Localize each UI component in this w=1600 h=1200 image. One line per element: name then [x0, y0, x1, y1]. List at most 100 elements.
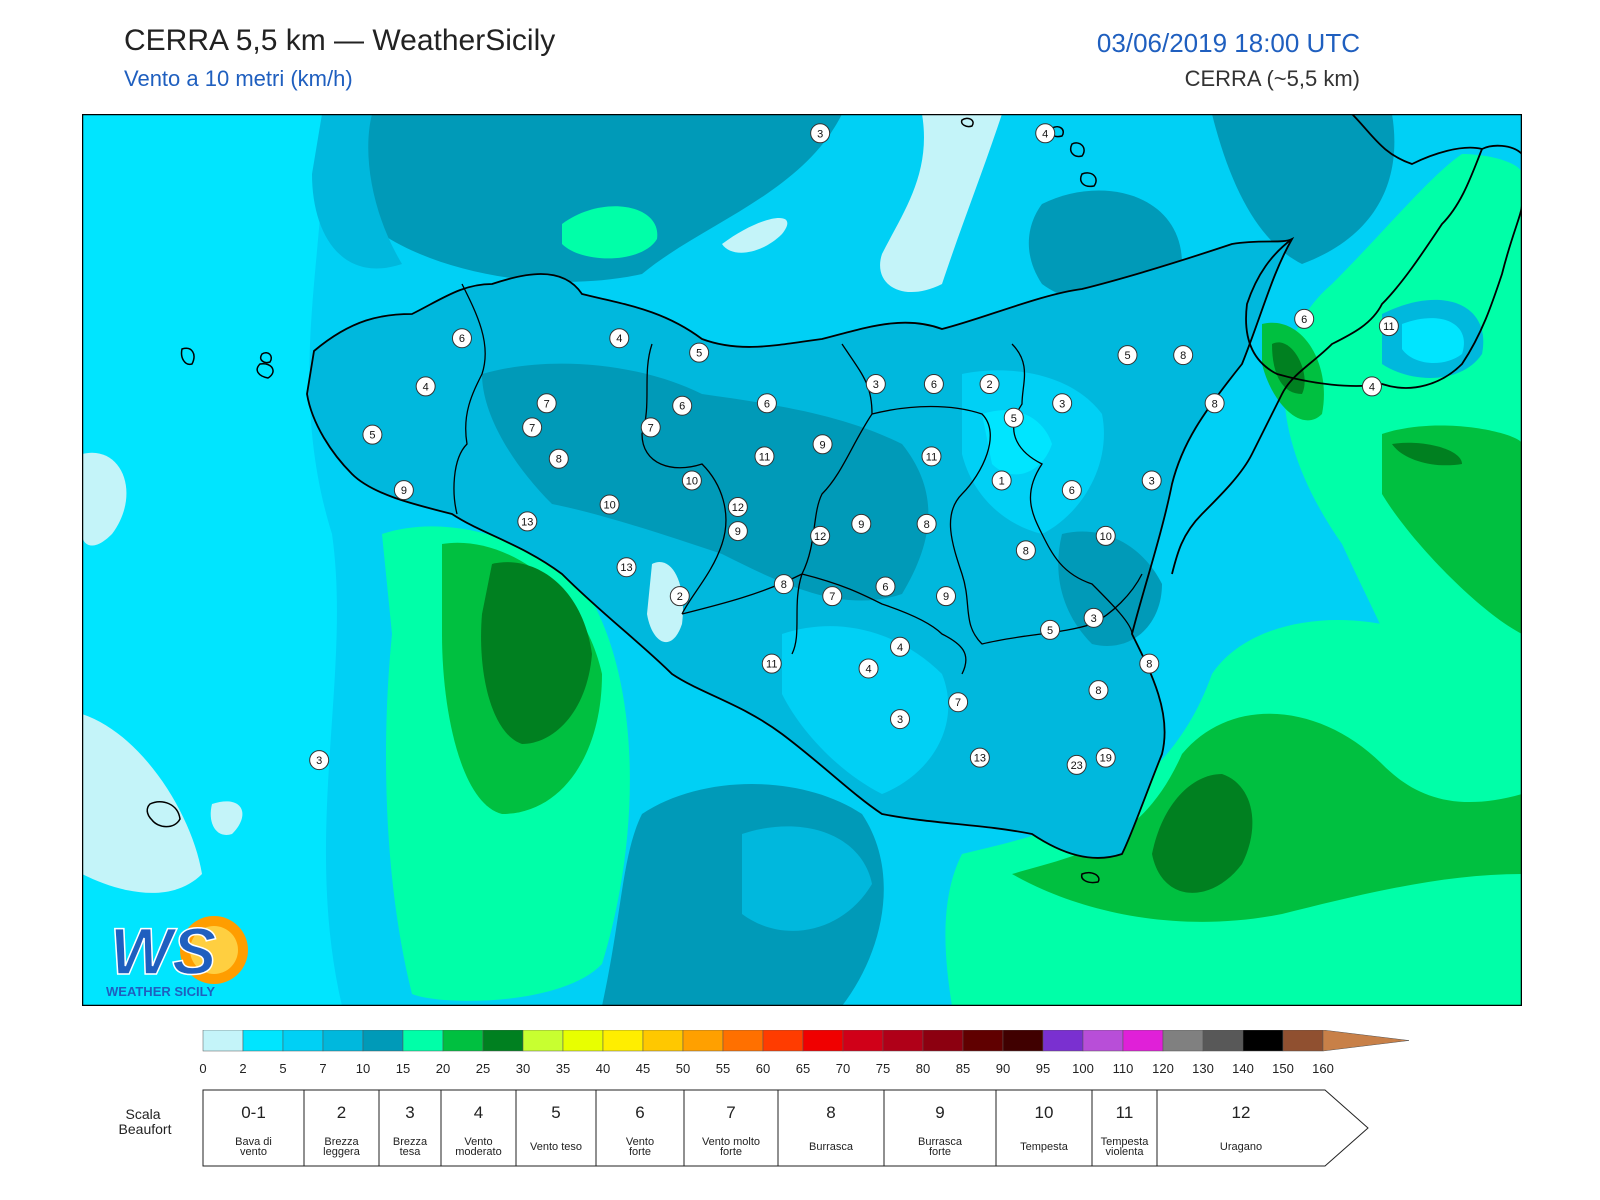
- station-circle: [609, 328, 630, 349]
- station-value: 23: [1071, 760, 1083, 772]
- station-marker: 8: [773, 574, 794, 595]
- colorbar-tick-label: 150: [1272, 1061, 1294, 1076]
- station-marker: 12: [810, 525, 831, 546]
- colorbar-tick-label: 45: [636, 1061, 650, 1076]
- colorbar-tick-label: 110: [1113, 1061, 1134, 1076]
- station-circle: [517, 511, 538, 532]
- station-value: 6: [1069, 485, 1075, 497]
- station-value: 8: [924, 519, 930, 531]
- station-marker: 5: [689, 342, 710, 363]
- station-marker: 3: [1141, 470, 1162, 491]
- colorbar-bin: [1122, 1030, 1164, 1052]
- station-value: 4: [1369, 381, 1375, 393]
- station-value: 9: [735, 526, 741, 538]
- wind-zone-calm: [722, 217, 788, 253]
- station-marker: 6: [875, 576, 896, 597]
- station-marker: 3: [890, 709, 911, 730]
- station-circle: [669, 586, 690, 607]
- station-value: 10: [1100, 531, 1112, 543]
- beaufort-description: Vento teso: [530, 1141, 582, 1153]
- station-circle: [1095, 747, 1116, 768]
- station-marker: 11: [921, 446, 942, 467]
- station-marker: 9: [936, 586, 956, 607]
- station-marker: 3: [309, 750, 330, 771]
- station-value: 13: [521, 516, 533, 528]
- station-value: 7: [544, 398, 550, 410]
- wind-zone-core-se: [1152, 774, 1253, 893]
- station-circle: [812, 434, 833, 455]
- beaufort-description: forte: [629, 1146, 651, 1158]
- station-marker: 6: [923, 374, 944, 395]
- station-value: 12: [814, 531, 826, 543]
- station-value: 9: [820, 439, 826, 451]
- station-circle: [865, 374, 886, 395]
- wind-zone-calm: [82, 452, 127, 546]
- station-marker: 9: [851, 513, 872, 534]
- station-value: 10: [686, 475, 698, 487]
- colorbar-bin: [1042, 1030, 1084, 1052]
- station-marker: 5: [1117, 345, 1138, 366]
- station-circle: [1378, 316, 1399, 337]
- station-value: 4: [423, 381, 429, 393]
- station-circle: [810, 525, 831, 546]
- station-circle: [921, 446, 942, 467]
- station-value: 8: [1023, 545, 1029, 557]
- wind-zone-land-calm: [647, 562, 683, 643]
- station-value: 1: [999, 475, 1005, 487]
- wind-zone-moderate-north: [312, 114, 402, 269]
- beaufort-description: Uragano: [1220, 1141, 1262, 1153]
- station-value: 2: [677, 591, 683, 603]
- colorbar-bin: [282, 1030, 324, 1052]
- beaufort-description: Tempesta: [1101, 1136, 1150, 1148]
- beaufort-description: vento: [240, 1146, 267, 1158]
- station-value: 13: [620, 562, 632, 574]
- beaufort-label: Scala Beaufort: [119, 1106, 172, 1137]
- station-marker: 8: [548, 448, 569, 469]
- station-circle: [548, 448, 569, 469]
- station-value: 5: [696, 348, 702, 360]
- station-marker: 5: [1003, 407, 1024, 428]
- station-marker: 3: [1052, 393, 1073, 414]
- beaufort-description: Brezza: [393, 1136, 428, 1148]
- beaufort-description: Brezza: [324, 1136, 359, 1148]
- beaufort-description: leggera: [323, 1146, 361, 1158]
- station-marker: 10: [681, 470, 702, 491]
- station-marker: 8: [1088, 680, 1109, 701]
- station-value: 19: [1100, 753, 1112, 765]
- colorbar-tick-label: 140: [1232, 1061, 1254, 1076]
- beaufort-frame: [202, 1089, 1369, 1167]
- colorbar-bin: [642, 1030, 684, 1052]
- colorbar-bin: [962, 1030, 1004, 1052]
- wind-zone-core: [1272, 342, 1305, 394]
- station-circle: [756, 393, 777, 414]
- colorbar-bin: [202, 1030, 244, 1052]
- station-value: 11: [766, 659, 777, 671]
- station-circle: [1294, 308, 1315, 329]
- colorbar-bin: [322, 1030, 364, 1052]
- station-value: 8: [1146, 659, 1152, 671]
- station-marker: 6: [451, 328, 472, 349]
- station-circle: [640, 417, 661, 438]
- station-marker: 4: [609, 328, 630, 349]
- station-marker: 19: [1095, 747, 1116, 768]
- station-circle: [890, 636, 911, 657]
- station-marker: 7: [522, 417, 543, 438]
- station-circle: [1052, 393, 1073, 414]
- colorbar-bin: [362, 1030, 404, 1052]
- legend: 0 2 5 7 10 15 20 25 30 35 40 45 50 55 60 65 70 75 80 85 90 95…: [119, 1030, 1410, 1167]
- cape-passero: [1080, 871, 1100, 884]
- station-marker: 23: [1066, 754, 1087, 775]
- station-value: 11: [926, 451, 937, 463]
- colorbar-bin: [1082, 1030, 1124, 1052]
- colorbar-tick-label: 100: [1072, 1061, 1094, 1076]
- colorbar-tick-label: 90: [996, 1061, 1010, 1076]
- beaufort-number: 8: [826, 1103, 835, 1122]
- colorbar-tick-label: 70: [836, 1061, 850, 1076]
- colorbar-tick-label: 0: [199, 1061, 206, 1076]
- colorbar-tick-label: 55: [716, 1061, 730, 1076]
- station-marker: 13: [969, 747, 990, 768]
- station-circle: [672, 395, 693, 416]
- colorbar-bin: [402, 1030, 444, 1052]
- station-value: 7: [529, 422, 535, 434]
